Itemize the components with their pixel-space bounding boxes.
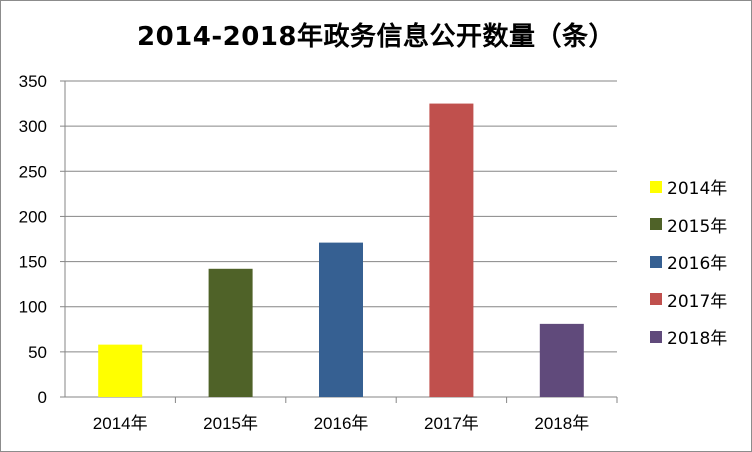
- x-tick-label: 2017年: [424, 414, 479, 433]
- bar: [539, 323, 584, 397]
- bar: [319, 242, 363, 397]
- legend-label: 2014年: [667, 179, 728, 200]
- legend-swatch: [650, 218, 662, 231]
- legend-swatch: [650, 330, 662, 343]
- legend-label: 2018年: [667, 329, 728, 350]
- legend-swatch: [650, 180, 662, 193]
- legend-item: 2018年: [650, 318, 750, 356]
- chart-title: 2014-2018年政务信息公开数量（条）: [136, 22, 616, 52]
- x-tick-label: 2014年: [93, 414, 148, 433]
- x-tick-label: 2015年: [203, 414, 258, 433]
- y-tick-label: 250: [19, 162, 47, 181]
- legend-label: 2017年: [667, 291, 728, 312]
- legend-item: 2015年: [650, 206, 750, 244]
- y-tick-label: 350: [19, 72, 47, 91]
- legend-label: 2015年: [667, 216, 728, 237]
- legend-item: 2014年: [650, 168, 750, 206]
- legend-item: 2017年: [650, 281, 750, 319]
- legend-item: 2016年: [650, 243, 750, 281]
- bar: [429, 103, 474, 398]
- y-tick-label: 50: [28, 343, 47, 362]
- x-tick-label: 2018年: [534, 414, 589, 433]
- y-tick-label: 100: [19, 298, 47, 317]
- legend-swatch: [650, 293, 662, 306]
- y-tick-label: 300: [19, 117, 47, 136]
- x-tick-label: 2016年: [314, 414, 369, 433]
- bar: [208, 268, 253, 397]
- bar: [98, 344, 143, 397]
- legend-swatch: [650, 255, 662, 268]
- y-tick-label: 200: [19, 207, 47, 226]
- legend-label: 2016年: [667, 254, 728, 275]
- y-tick-label: 150: [19, 253, 47, 272]
- chart-legend: 2014年 2015年 2016年 2017年 2018年: [650, 168, 750, 356]
- y-tick-label: 0: [38, 388, 47, 407]
